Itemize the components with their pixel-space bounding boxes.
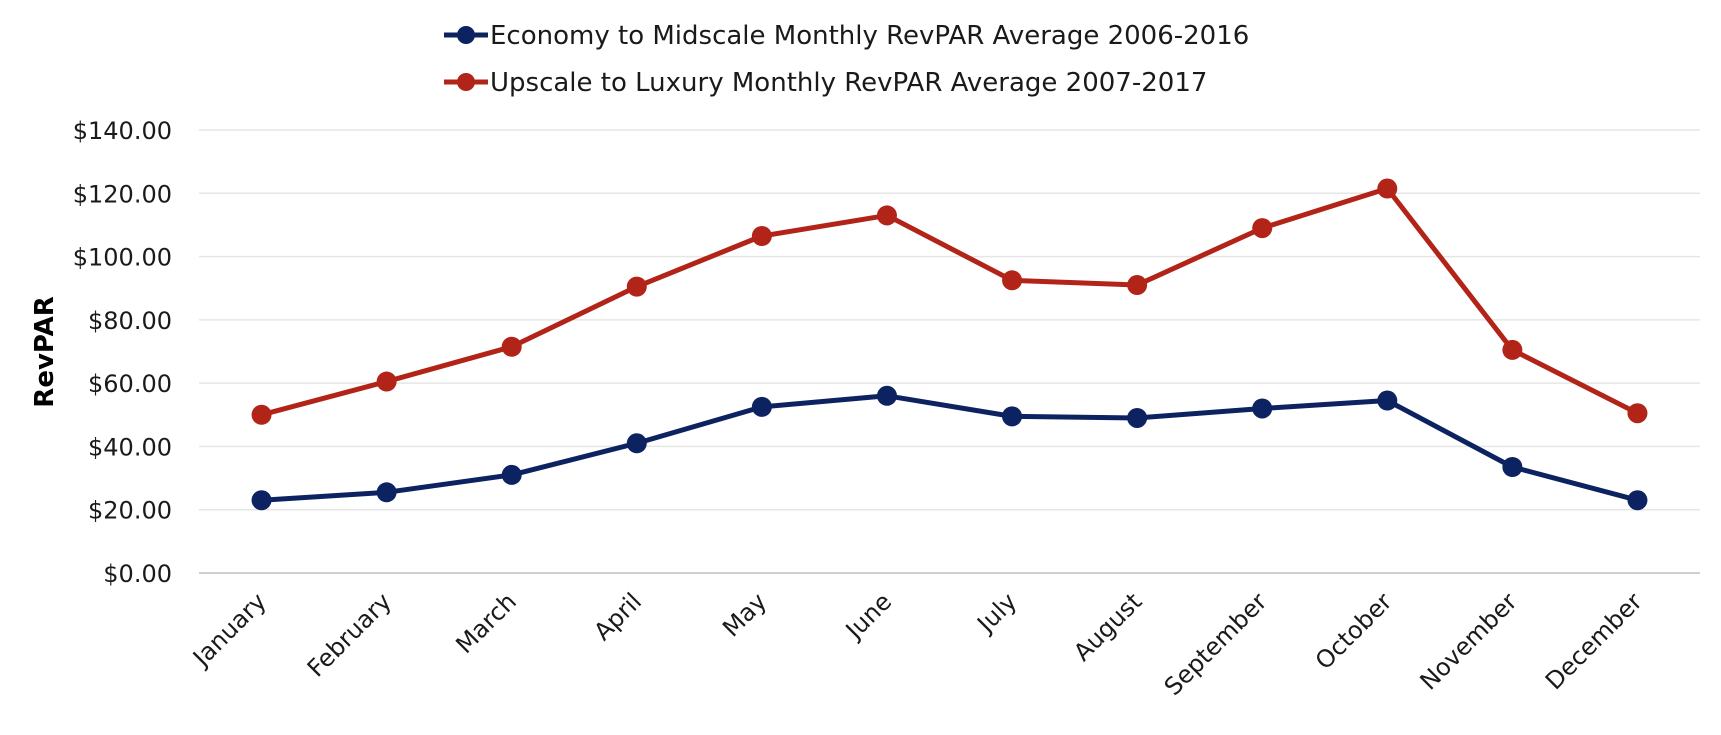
data-point [1627,490,1648,511]
y-tick-label: $120.00 [73,180,172,208]
x-tick-label: February [302,587,397,682]
series-1 [251,178,1648,425]
x-tick-label: June [839,587,897,645]
data-point [876,385,897,406]
data-point [876,205,897,226]
data-point [501,464,522,485]
x-tick-label: September [1159,587,1273,701]
data-point [1002,406,1023,427]
x-tick-label: January [186,587,272,673]
y-tick-label: $0.00 [103,560,172,588]
y-tick-label: $40.00 [88,433,172,461]
y-tick-label: $140.00 [73,117,172,145]
data-point [1502,339,1523,360]
legend-item-upscale: Upscale to Luxury Monthly RevPAR Average… [444,68,1207,98]
legend-swatch-marker [457,26,475,44]
x-tick-label: October [1310,587,1398,675]
gridlines [199,129,1700,511]
x-tick-label: March [450,587,522,659]
legend: Economy to Midscale Monthly RevPAR Avera… [444,21,1249,98]
legend-item-economy: Economy to Midscale Monthly RevPAR Avera… [444,21,1249,51]
x-tick-label: April [588,587,647,646]
data-point [1502,456,1523,477]
x-tick-label: July [971,587,1023,639]
data-point [251,490,272,511]
y-axis-ticks: $0.00 $20.00 $40.00 $60.00 $80.00 $100.00 $120… [73,117,172,588]
series-0 [251,385,1648,511]
x-tick-label: November [1415,587,1523,695]
data-point [626,433,647,454]
x-tick-label: December [1540,587,1648,695]
y-axis-title: RevPAR [30,296,60,407]
data-point [751,226,772,247]
data-point [1002,270,1023,291]
series-group [251,178,1648,511]
data-point [626,276,647,297]
y-tick-label: $60.00 [88,370,172,398]
legend-swatch-marker [457,73,475,91]
y-tick-label: $20.00 [88,497,172,525]
data-point [1252,218,1273,239]
data-point [1127,275,1148,296]
legend-label: Economy to Midscale Monthly RevPAR Avera… [490,21,1249,51]
x-tick-label: August [1068,587,1147,666]
data-point [1252,398,1273,419]
y-tick-label: $80.00 [88,307,172,335]
series-line [259,186,1640,418]
data-point [1127,407,1148,428]
data-point [1627,403,1648,424]
x-axis-ticks: January February March April May June July Augu… [186,587,1648,701]
data-point [501,336,522,357]
data-point [376,482,397,503]
data-point [376,371,397,392]
y-tick-label: $100.00 [73,244,172,272]
data-point [1377,390,1398,411]
x-tick-label: May [717,587,772,642]
legend-label: Upscale to Luxury Monthly RevPAR Average… [490,68,1207,98]
data-point [1377,178,1398,199]
series-line [259,393,1640,503]
data-point [251,404,272,425]
data-point [751,396,772,417]
